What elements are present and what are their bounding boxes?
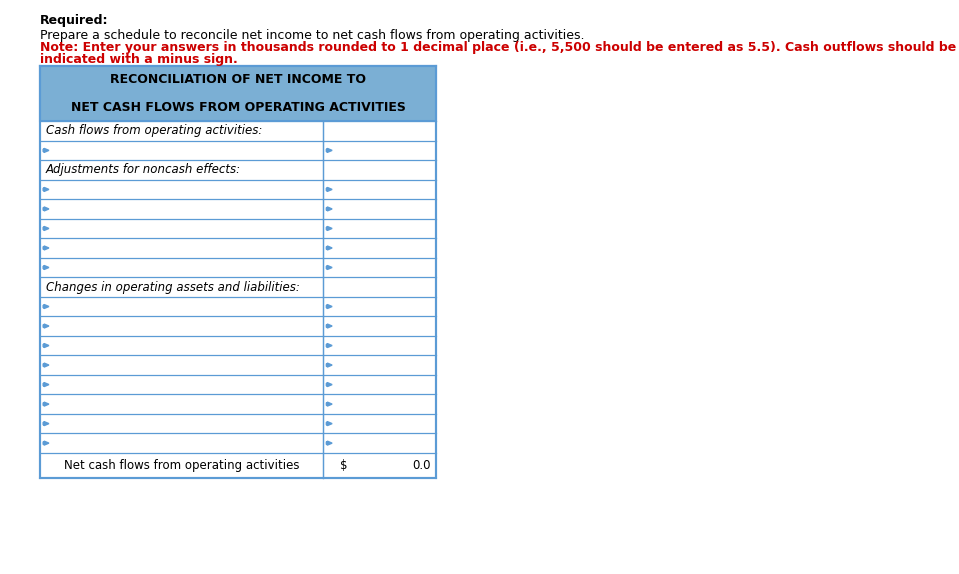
Text: RECONCILIATION OF NET INCOME TO: RECONCILIATION OF NET INCOME TO: [110, 73, 366, 86]
Text: Changes in operating assets and liabilities:: Changes in operating assets and liabilit…: [46, 281, 300, 293]
Text: Cash flows from operating activities:: Cash flows from operating activities:: [46, 125, 263, 137]
Text: 0.0: 0.0: [412, 459, 431, 472]
Text: Required:: Required:: [40, 14, 108, 28]
Text: Prepare a schedule to reconcile net income to net cash flows from operating acti: Prepare a schedule to reconcile net inco…: [40, 29, 585, 42]
Text: Adjustments for noncash effects:: Adjustments for noncash effects:: [46, 164, 241, 176]
Text: $: $: [339, 459, 347, 472]
Text: Note: Enter your answers in thousands rounded to 1 decimal place (i.e., 5,500 sh: Note: Enter your answers in thousands ro…: [40, 41, 956, 55]
Text: NET CASH FLOWS FROM OPERATING ACTIVITIES: NET CASH FLOWS FROM OPERATING ACTIVITIES: [71, 101, 406, 114]
Text: Net cash flows from operating activities: Net cash flows from operating activities: [64, 459, 299, 472]
Text: indicated with a minus sign.: indicated with a minus sign.: [40, 53, 238, 67]
